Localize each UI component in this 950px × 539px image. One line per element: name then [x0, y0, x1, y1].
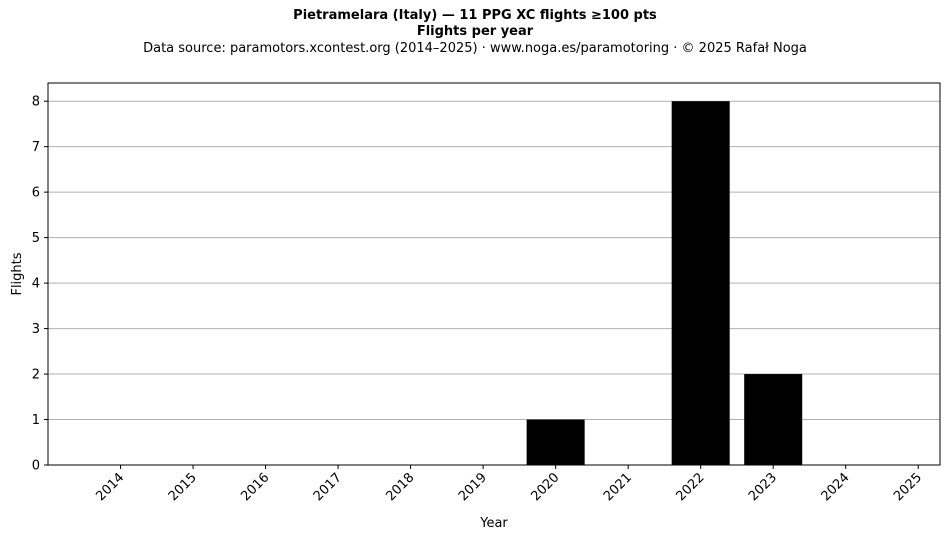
x-tick-label: 2014: [93, 470, 127, 504]
y-tick-label: 8: [32, 95, 40, 110]
y-axis-label: Flights: [10, 252, 25, 295]
y-tick-label: 1: [32, 413, 40, 428]
bar-2020: [526, 419, 585, 465]
x-axis-label: Year: [479, 516, 508, 531]
y-tick-label: 2: [32, 368, 40, 383]
x-tick-label: 2015: [166, 470, 200, 504]
x-axis-ticks: 2014 2015 2016 2017 2018 2019 2020 2021 2022 2023…: [93, 465, 925, 504]
x-tick-label: 2023: [746, 470, 780, 504]
y-tick-label: 5: [32, 231, 40, 246]
chart-title: Pietramelara (Italy) — 11 PPG XC flights…: [293, 8, 657, 23]
y-gridlines: [48, 100, 940, 421]
bars: [526, 101, 803, 465]
plot-frame: [47, 82, 941, 466]
x-tick-label: 2018: [383, 470, 417, 504]
chart-title-line2: Flights per year: [416, 24, 534, 39]
y-tick-label: 3: [32, 322, 40, 337]
x-tick-label: 2022: [674, 470, 708, 504]
x-tick-label: 2020: [528, 470, 562, 504]
x-tick-label: 2016: [238, 470, 272, 504]
x-tick-label: 2025: [891, 470, 925, 504]
x-tick-label: 2024: [819, 470, 853, 504]
x-tick-label: 2017: [311, 470, 345, 504]
chart-subtitle: Data source: paramotors.xcontest.org (20…: [143, 41, 807, 56]
bar-2023: [744, 374, 803, 465]
x-tick-label: 2019: [456, 470, 490, 504]
x-tick-label: 2021: [601, 470, 635, 504]
y-tick-label: 6: [32, 186, 40, 201]
y-axis-ticks: 0 1 2 3 4 5 6 7 8: [32, 95, 48, 474]
chart-title-block: Pietramelara (Italy) — 11 PPG XC flights…: [0, 8, 950, 58]
y-tick-label: 0: [32, 459, 40, 474]
bar-2022: [671, 101, 730, 465]
y-tick-label: 7: [32, 140, 40, 155]
y-tick-label: 4: [32, 277, 40, 292]
